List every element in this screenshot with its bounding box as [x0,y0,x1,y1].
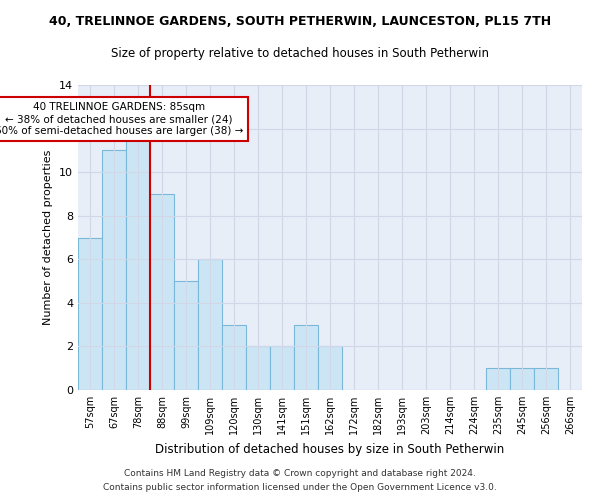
Bar [294,324,318,390]
Text: Size of property relative to detached houses in South Petherwin: Size of property relative to detached ho… [111,48,489,60]
Y-axis label: Number of detached properties: Number of detached properties [43,150,53,325]
X-axis label: Distribution of detached houses by size in South Petherwin: Distribution of detached houses by size … [155,442,505,456]
Bar [246,346,270,390]
Bar [174,281,198,390]
Bar [486,368,510,390]
Bar [198,260,222,390]
Bar [510,368,534,390]
Bar [534,368,558,390]
Text: Contains HM Land Registry data © Crown copyright and database right 2024.: Contains HM Land Registry data © Crown c… [124,468,476,477]
Bar [150,194,174,390]
Text: Contains public sector information licensed under the Open Government Licence v3: Contains public sector information licen… [103,484,497,492]
Bar [318,346,342,390]
Bar [222,324,246,390]
Bar [270,346,294,390]
Text: 40, TRELINNOE GARDENS, SOUTH PETHERWIN, LAUNCESTON, PL15 7TH: 40, TRELINNOE GARDENS, SOUTH PETHERWIN, … [49,15,551,28]
Bar [78,238,102,390]
Bar [126,128,150,390]
Bar [102,150,126,390]
Text: 40 TRELINNOE GARDENS: 85sqm
← 38% of detached houses are smaller (24)
60% of sem: 40 TRELINNOE GARDENS: 85sqm ← 38% of det… [0,102,243,136]
